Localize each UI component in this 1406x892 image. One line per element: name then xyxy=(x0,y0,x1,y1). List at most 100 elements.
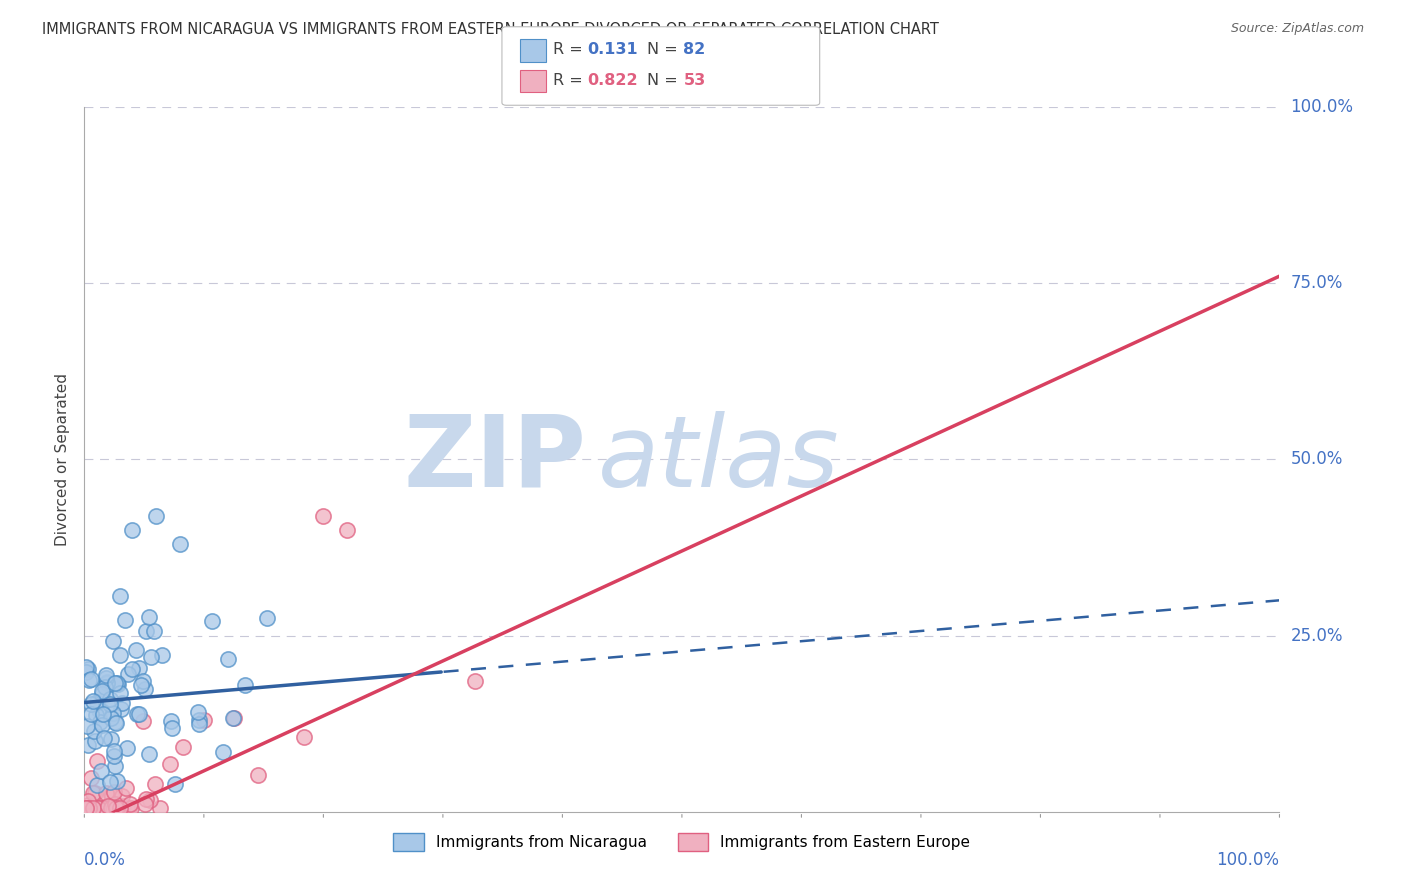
Point xyxy=(83,724,105,739)
Point xyxy=(104,675,127,690)
Point xyxy=(101,789,124,803)
Point xyxy=(134,797,156,812)
Text: 0.822: 0.822 xyxy=(588,73,638,87)
Point xyxy=(139,650,162,665)
Point xyxy=(212,745,235,759)
Point xyxy=(108,801,131,815)
Point xyxy=(90,703,112,717)
Point xyxy=(94,671,117,685)
Text: 25.0%: 25.0% xyxy=(1291,626,1343,645)
Point xyxy=(111,789,134,803)
Point xyxy=(139,792,162,806)
Point xyxy=(120,797,142,811)
Y-axis label: Divorced or Separated: Divorced or Separated xyxy=(55,373,70,546)
Point xyxy=(93,731,115,746)
Point xyxy=(124,642,146,657)
Point xyxy=(80,771,103,785)
Point xyxy=(131,678,153,692)
Point xyxy=(75,659,97,673)
Point xyxy=(188,713,211,727)
Point xyxy=(135,624,157,639)
Point xyxy=(91,718,114,732)
Point xyxy=(159,756,181,771)
Point xyxy=(105,801,128,815)
Point xyxy=(103,785,125,799)
Point xyxy=(94,801,117,815)
Point xyxy=(108,648,131,663)
Point xyxy=(145,777,167,791)
Text: 100.0%: 100.0% xyxy=(1291,98,1354,116)
Point xyxy=(160,714,183,728)
Text: R =: R = xyxy=(553,73,588,87)
Point xyxy=(336,523,359,537)
Text: 0.0%: 0.0% xyxy=(84,851,127,869)
Point xyxy=(107,774,129,789)
Point xyxy=(82,786,104,800)
Point xyxy=(103,744,125,758)
Point xyxy=(75,801,97,815)
Point xyxy=(135,791,157,805)
Point xyxy=(134,681,156,696)
Point xyxy=(96,675,118,690)
Point xyxy=(114,613,136,627)
Point xyxy=(76,801,98,815)
Point xyxy=(150,648,173,662)
Point xyxy=(79,801,101,815)
Point xyxy=(105,716,128,731)
Point xyxy=(77,661,100,675)
Point xyxy=(131,714,153,728)
Point xyxy=(75,665,97,679)
Point xyxy=(91,706,114,721)
Point xyxy=(96,801,118,815)
Point xyxy=(82,694,104,708)
Point xyxy=(128,707,150,722)
Point xyxy=(86,778,108,792)
Point xyxy=(114,781,136,796)
Point xyxy=(91,687,114,701)
Point xyxy=(201,615,224,629)
Point xyxy=(75,801,97,815)
Point xyxy=(77,801,100,815)
Point xyxy=(233,678,256,692)
Point xyxy=(138,747,160,761)
Text: 50.0%: 50.0% xyxy=(1291,450,1343,468)
Text: 53: 53 xyxy=(683,73,706,87)
Legend: Immigrants from Nicaragua, Immigrants from Eastern Europe: Immigrants from Nicaragua, Immigrants fr… xyxy=(387,827,977,857)
Point xyxy=(132,673,155,688)
Text: IMMIGRANTS FROM NICARAGUA VS IMMIGRANTS FROM EASTERN EUROPE DIVORCED OR SEPARATE: IMMIGRANTS FROM NICARAGUA VS IMMIGRANTS … xyxy=(42,22,939,37)
Point xyxy=(110,702,132,716)
Point xyxy=(115,801,138,815)
Point xyxy=(100,801,122,815)
Point xyxy=(246,768,269,782)
Point xyxy=(76,719,98,733)
Point xyxy=(98,697,121,711)
Point xyxy=(105,675,128,690)
Point xyxy=(256,611,278,625)
Text: 100.0%: 100.0% xyxy=(1216,851,1279,869)
Text: atlas: atlas xyxy=(599,411,839,508)
Point xyxy=(149,801,172,815)
Point xyxy=(312,508,335,523)
Point xyxy=(292,730,315,744)
Point xyxy=(94,680,117,694)
Point xyxy=(100,788,122,802)
Point xyxy=(80,707,103,722)
Point xyxy=(87,801,110,815)
Point xyxy=(108,589,131,603)
Point xyxy=(121,523,143,537)
Point xyxy=(103,706,125,721)
Point xyxy=(104,797,127,811)
Point xyxy=(121,662,143,676)
Point xyxy=(163,777,186,791)
Point xyxy=(84,734,107,748)
Text: 82: 82 xyxy=(683,43,706,57)
Point xyxy=(80,672,103,686)
Point xyxy=(188,716,211,731)
Point xyxy=(128,661,150,675)
Point xyxy=(84,786,107,800)
Text: R =: R = xyxy=(553,43,588,57)
Point xyxy=(89,703,111,717)
Point xyxy=(86,754,108,768)
Text: N =: N = xyxy=(647,43,683,57)
Point xyxy=(138,610,160,624)
